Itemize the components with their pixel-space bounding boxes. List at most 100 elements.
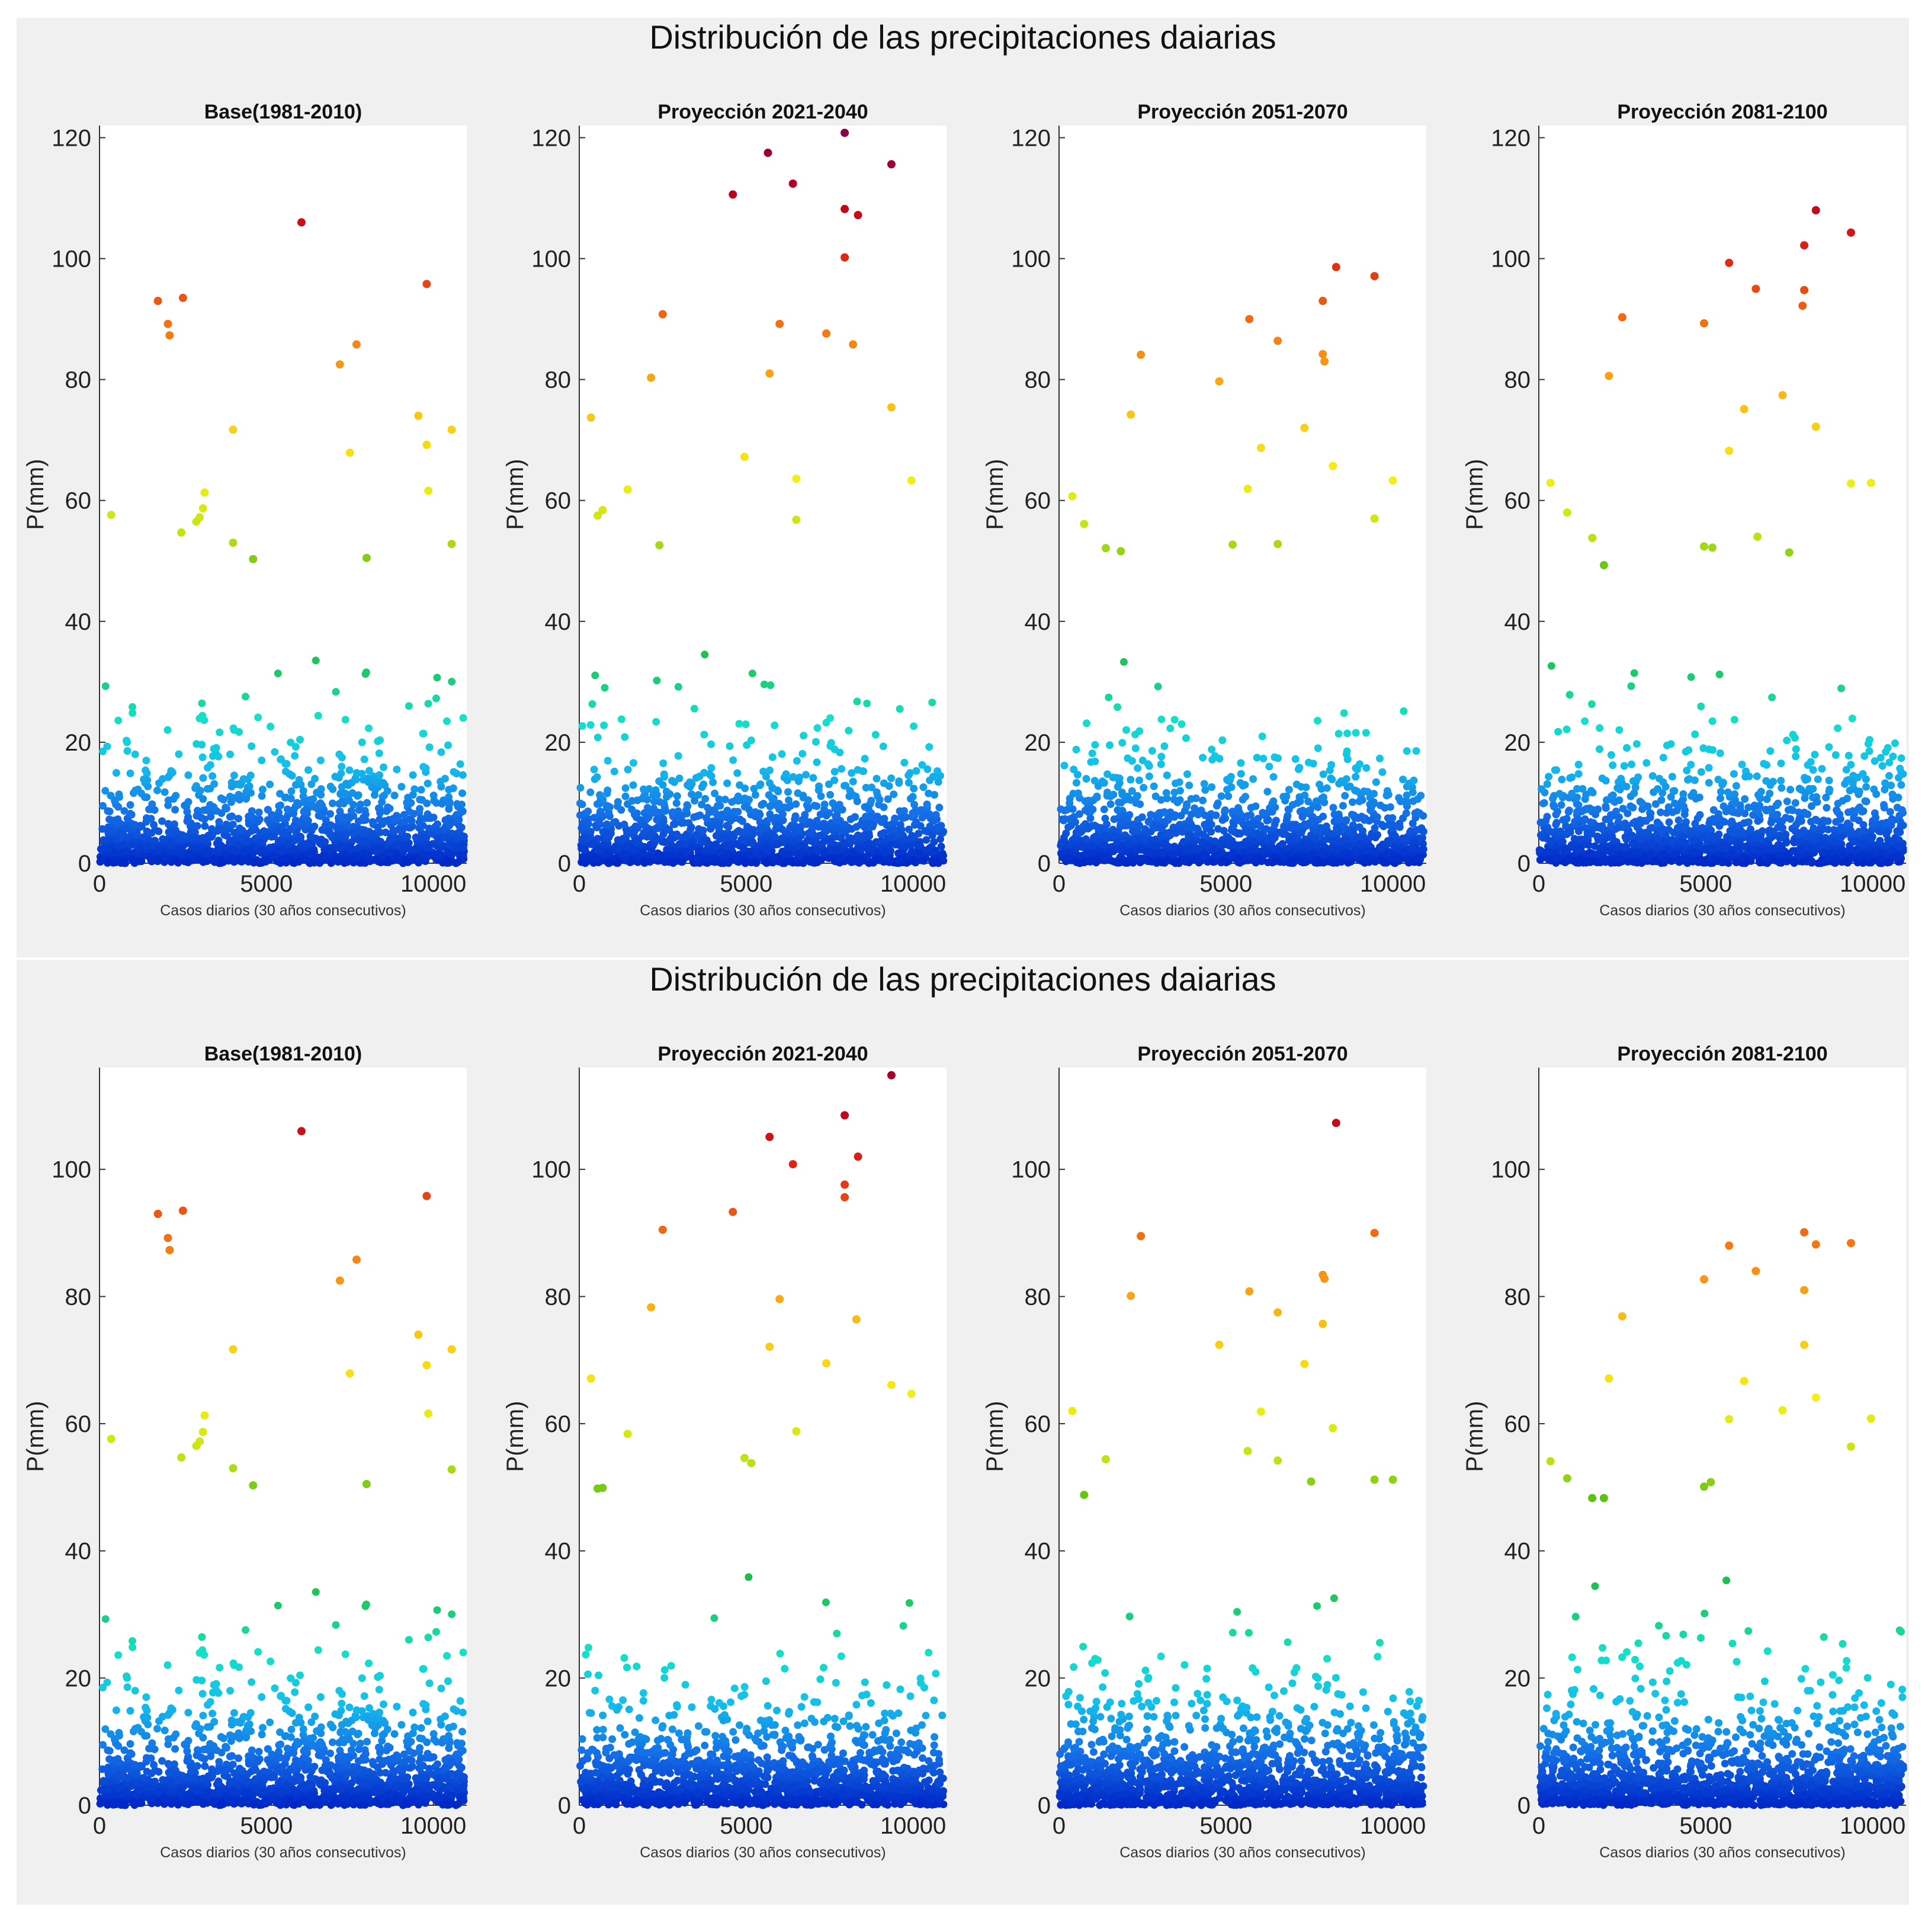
data-point [358, 738, 366, 746]
data-point [1587, 700, 1596, 708]
data-point [425, 844, 433, 852]
data-point [1178, 828, 1186, 836]
data-point [1101, 832, 1109, 840]
data-point [886, 842, 894, 850]
data-point [131, 821, 139, 829]
data-point [825, 854, 833, 862]
data-point [1259, 847, 1268, 855]
data-point [926, 822, 934, 831]
data-point [1201, 786, 1209, 794]
data-point [342, 830, 351, 838]
data-point [133, 829, 141, 837]
x-tick-label: 10000 [1360, 871, 1426, 897]
data-point [730, 808, 738, 816]
data-point-extreme [907, 476, 916, 485]
data-point [259, 786, 267, 793]
data-point [248, 807, 256, 815]
panel-title: Base(1981-2010) [204, 101, 362, 123]
data-point [1185, 832, 1193, 841]
data-point [455, 816, 463, 824]
data-point [164, 796, 172, 805]
data-point [915, 841, 923, 849]
data-point [306, 832, 315, 841]
data-point [705, 808, 713, 816]
data-point [1328, 776, 1336, 784]
x-tick-label: 0 [573, 871, 586, 897]
data-point [617, 715, 625, 723]
data-point [338, 797, 346, 805]
data-point [228, 855, 236, 863]
data-point [1326, 766, 1334, 774]
data-point [740, 803, 749, 811]
data-point [1158, 858, 1166, 867]
data-point [258, 756, 266, 764]
data-point [1352, 729, 1360, 737]
data-point [291, 743, 300, 751]
data-point [826, 838, 835, 846]
scatter-points [96, 218, 468, 867]
data-point [628, 805, 636, 813]
data-point [1145, 772, 1153, 780]
data-point [789, 773, 797, 781]
data-point [1073, 771, 1082, 779]
data-point [360, 755, 368, 764]
data-point [1400, 707, 1408, 715]
data-point [142, 766, 150, 774]
data-point [460, 832, 468, 841]
data-point [1057, 849, 1065, 857]
data-point [444, 741, 452, 749]
data-point [896, 705, 904, 713]
data-point [1230, 849, 1237, 857]
data-point-extreme [424, 486, 433, 495]
y-tick-label: 80 [65, 367, 92, 393]
data-point [437, 852, 445, 860]
data-point-extreme [335, 360, 344, 369]
data-point [673, 792, 681, 800]
data-point [1373, 813, 1381, 821]
data-point [1135, 776, 1143, 784]
data-point [842, 781, 850, 790]
data-point [746, 851, 754, 859]
data-point [1336, 815, 1344, 822]
data-point [584, 808, 592, 815]
data-point [1297, 783, 1305, 791]
data-point [1201, 811, 1209, 819]
y-axis-label: P(mm) [982, 459, 1008, 530]
data-point [1201, 821, 1209, 829]
data-point [830, 768, 839, 776]
data-point [1145, 817, 1153, 825]
data-point [1175, 848, 1183, 857]
data-point [1170, 796, 1178, 803]
data-point [1393, 854, 1401, 863]
data-point [410, 785, 419, 793]
data-point [1150, 782, 1158, 790]
data-point [712, 832, 720, 840]
data-point [614, 798, 622, 806]
data-point [317, 791, 325, 799]
data-point [1119, 658, 1128, 666]
data-point [143, 842, 151, 850]
data-point [1134, 816, 1142, 824]
data-point [743, 857, 751, 866]
data-point [355, 806, 363, 814]
data-point [781, 851, 789, 859]
data-point [371, 791, 378, 799]
data-point [908, 834, 916, 842]
data-point [602, 821, 610, 829]
data-point [1101, 841, 1109, 849]
data-point [640, 849, 648, 857]
data-point [640, 829, 648, 837]
data-point [174, 858, 182, 867]
data-point [188, 851, 196, 860]
data-point [1777, 760, 1785, 767]
data-point-extreme [1318, 296, 1327, 305]
data-point [1397, 797, 1404, 805]
data-point [1352, 847, 1361, 856]
data-point [1353, 765, 1361, 774]
data-point [645, 785, 653, 793]
data-point [1295, 856, 1304, 864]
data-point [301, 855, 310, 863]
data-point [303, 808, 311, 815]
data-point [1154, 813, 1162, 822]
data-point [779, 816, 787, 824]
